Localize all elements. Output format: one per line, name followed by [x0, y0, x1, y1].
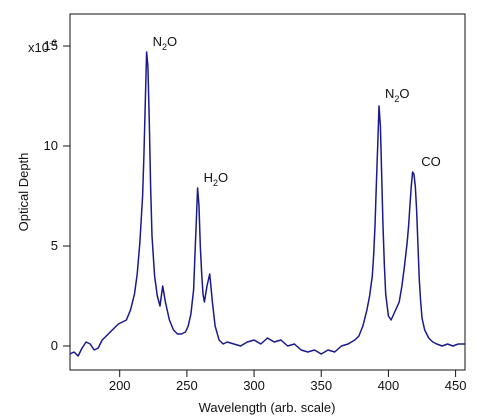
x-tick-label: 250	[176, 378, 198, 393]
peak-label-rest: O	[399, 86, 409, 101]
y-exponent-label: x10-3	[28, 38, 57, 55]
x-axis-ticks: 200 250 300 350 400 450	[109, 370, 467, 393]
y-tick-label: 0	[51, 338, 58, 353]
plot-area	[69, 13, 466, 371]
y-tick-label: 5	[51, 238, 58, 253]
peak-label-subscript: 2	[213, 178, 218, 188]
y-tick-label: 10	[44, 138, 58, 153]
peak-label-subscript: 2	[162, 42, 167, 52]
peak-label-rest: O	[218, 170, 228, 185]
x-tick-label: 200	[109, 378, 131, 393]
peak-label-base: N	[385, 86, 394, 101]
x-tick-label: 300	[243, 378, 265, 393]
y-exponent-base: x10	[28, 40, 49, 55]
y-exponent-power: -3	[49, 38, 57, 48]
y-axis-label: Optical Depth	[16, 153, 31, 232]
peak-label-base: N	[153, 34, 162, 49]
x-axis-label: Wavelength (arb. scale)	[199, 400, 336, 415]
peak-label-co: CO	[421, 154, 441, 169]
peak-label-subscript: 2	[394, 94, 399, 104]
peak-label-n2o-1: N2O	[153, 34, 178, 52]
peak-label-base: H	[204, 170, 213, 185]
peak-label-n2o-2: N2O	[385, 86, 410, 104]
peak-label-h2o: H2O	[204, 170, 229, 188]
optical-depth-series-line	[69, 51, 465, 357]
peak-label-base: CO	[421, 154, 441, 169]
x-tick-label: 450	[445, 378, 467, 393]
x-tick-label: 350	[310, 378, 332, 393]
x-tick-label: 400	[378, 378, 400, 393]
peak-label-rest: O	[167, 34, 177, 49]
y-tick-label: 15	[44, 38, 58, 53]
y-axis-ticks: 0 5 10 15	[44, 38, 70, 353]
